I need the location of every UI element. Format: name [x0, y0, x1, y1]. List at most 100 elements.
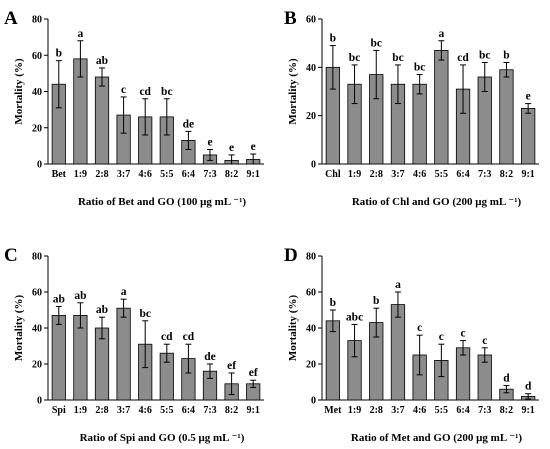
- significance-label: bc: [139, 308, 151, 320]
- x-tick-label: 7:3: [478, 169, 491, 180]
- x-tick-label: Bet: [52, 169, 67, 180]
- significance-label: b: [373, 295, 379, 307]
- bar: [412, 83, 427, 165]
- chart-panel-b: B 0 20 40 60 Mortality (%) Ratio of Chl and GO…: [284, 8, 539, 208]
- significance-label: bc: [392, 52, 404, 64]
- significance-label: d: [503, 373, 510, 385]
- significance-label: c: [121, 84, 126, 96]
- significance-label: ab: [74, 290, 86, 302]
- y-tick-label: 60: [306, 288, 316, 299]
- y-tick-label: 0: [37, 160, 42, 171]
- x-tick-label: 4:6: [413, 405, 426, 416]
- x-tick-label: 6:4: [456, 405, 469, 416]
- x-tick-label: 2:8: [370, 405, 383, 416]
- panel-label: A: [4, 8, 18, 29]
- significance-label: bc: [161, 86, 173, 98]
- panel-label: C: [4, 245, 18, 266]
- x-tick-label: 8:2: [500, 405, 513, 416]
- significance-label: a: [78, 28, 84, 40]
- y-axis-label: Mortality (%): [13, 295, 25, 362]
- x-axis-label: Ratio of Chl and GO (200 μg mL ⁻¹): [352, 196, 522, 208]
- y-tick-label: 0: [311, 160, 316, 171]
- panel-label: B: [284, 8, 297, 29]
- x-tick-label: Chl: [325, 169, 341, 180]
- significance-label: de: [183, 118, 195, 130]
- x-tick-label: 9:1: [521, 405, 534, 416]
- significance-label: c: [460, 328, 465, 340]
- bar: [521, 108, 536, 165]
- x-axis-label: Ratio of Spi and GO (0.5 μg mL ⁻¹): [80, 432, 245, 444]
- bar: [455, 347, 471, 401]
- x-tick-label: 6:4: [182, 405, 195, 416]
- chart-panel-d: D 0 20 40 60 80 Mortality (%) Ratio of Met and …: [284, 245, 539, 444]
- x-axis-label: Ratio of Met and GO (200 μg mL ⁻¹): [351, 432, 522, 444]
- significance-label: a: [121, 286, 127, 298]
- significance-label: d: [525, 381, 532, 393]
- bar: [51, 314, 66, 401]
- significance-label: e: [207, 137, 212, 149]
- y-tick-label: 40: [32, 324, 42, 335]
- significance-label: bc: [349, 52, 361, 64]
- x-tick-label: 9:1: [247, 405, 260, 416]
- bar: [499, 69, 514, 165]
- y-tick-label: 20: [32, 360, 42, 371]
- x-tick-label: 1:9: [348, 169, 361, 180]
- x-tick-label: 4:6: [139, 169, 152, 180]
- significance-label: e: [251, 141, 256, 153]
- x-tick-label: 3:7: [117, 169, 130, 180]
- x-tick-label: 5:5: [160, 405, 173, 416]
- significance-label: bc: [414, 62, 426, 74]
- y-tick-label: 0: [311, 396, 316, 407]
- y-tick-label: 0: [37, 396, 42, 407]
- x-tick-label: 7:3: [478, 405, 491, 416]
- y-axis-label: Mortality (%): [287, 58, 299, 125]
- x-tick-label: 5:5: [435, 405, 448, 416]
- y-tick-label: 60: [306, 15, 316, 26]
- significance-label: abc: [346, 311, 363, 323]
- significance-label: c: [439, 331, 444, 343]
- x-tick-label: 1:9: [74, 405, 87, 416]
- x-axis-label: Ratio of Bet and GO (100 μg mL ⁻¹): [78, 196, 246, 208]
- significance-label: ef: [227, 360, 236, 372]
- y-tick-label: 80: [306, 252, 316, 263]
- x-tick-label: Met: [324, 405, 342, 416]
- x-tick-label: 2:8: [95, 169, 108, 180]
- significance-label: c: [417, 322, 422, 334]
- significance-label: ab: [96, 304, 108, 316]
- significance-label: c: [482, 335, 487, 347]
- significance-label: cd: [183, 331, 195, 343]
- y-tick-label: 80: [32, 252, 42, 263]
- bar: [94, 76, 110, 165]
- bar: [116, 307, 131, 401]
- significance-label: cd: [457, 52, 469, 64]
- x-tick-label: 8:2: [225, 169, 238, 180]
- x-tick-label: 5:5: [435, 169, 448, 180]
- x-tick-label: 9:1: [521, 169, 534, 180]
- bar: [434, 50, 449, 165]
- significance-label: e: [526, 91, 531, 103]
- x-tick-label: Spi: [52, 405, 66, 416]
- bar: [325, 320, 340, 401]
- y-tick-label: 60: [32, 288, 42, 299]
- significance-label: b: [503, 50, 509, 62]
- x-tick-label: 5:5: [160, 169, 173, 180]
- significance-label: b: [330, 33, 336, 45]
- x-tick-label: 2:8: [370, 169, 383, 180]
- x-tick-label: 9:1: [247, 169, 260, 180]
- x-tick-label: 3:7: [391, 169, 404, 180]
- x-tick-label: 3:7: [117, 405, 130, 416]
- x-tick-label: 1:9: [348, 405, 361, 416]
- y-tick-label: 20: [306, 360, 316, 371]
- significance-label: de: [204, 351, 216, 363]
- significance-label: a: [438, 28, 444, 40]
- y-tick-label: 40: [306, 324, 316, 335]
- y-axis-label: Mortality (%): [287, 295, 299, 362]
- x-tick-label: 6:4: [456, 169, 469, 180]
- significance-label: b: [330, 297, 336, 309]
- significance-label: ab: [96, 55, 108, 67]
- y-tick-label: 60: [32, 51, 42, 62]
- x-tick-label: 7:3: [203, 405, 216, 416]
- x-tick-label: 6:4: [182, 169, 195, 180]
- significance-label: cd: [139, 86, 151, 98]
